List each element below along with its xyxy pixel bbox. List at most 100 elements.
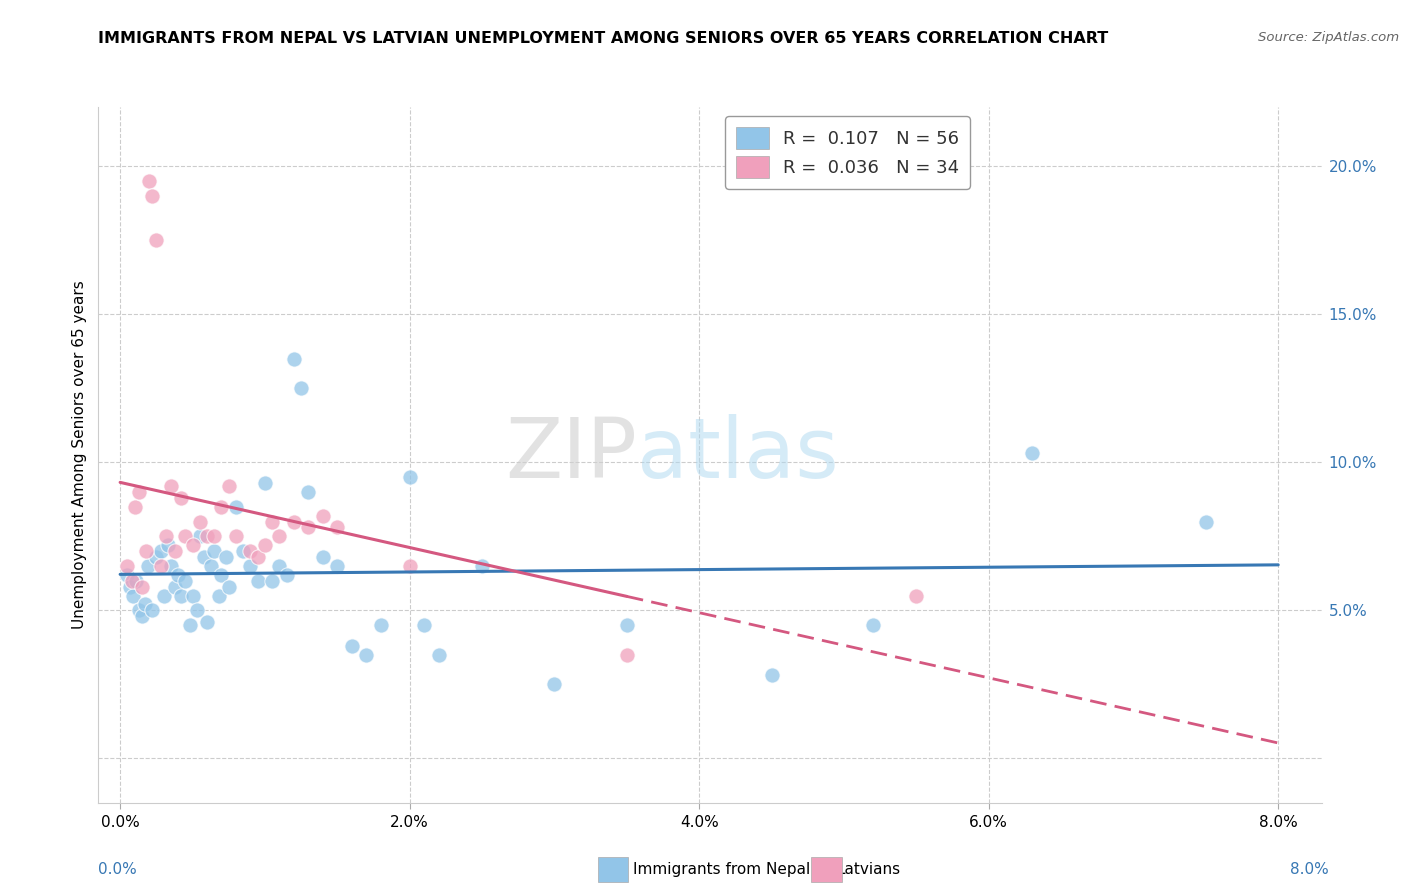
Point (312, 550, 335, 565)
Point (398, 470, 420, 484)
Point (145, 233, 167, 247)
Point (398, 558, 420, 573)
Point (186, 603, 208, 617)
Point (543, 677, 565, 691)
Point (131, 609, 153, 624)
Point (165, 544, 187, 558)
Point (181, 538, 204, 552)
Point (427, 648, 450, 662)
Point (290, 381, 312, 395)
Point (269, 529, 291, 543)
Point (207, 589, 229, 603)
Point (239, 558, 262, 573)
Point (246, 550, 269, 565)
Point (211, 567, 233, 582)
Point (128, 484, 150, 499)
Point (225, 529, 247, 543)
Point (155, 529, 177, 543)
Point (170, 589, 193, 603)
Point (165, 580, 187, 594)
Point (202, 529, 225, 543)
Point (200, 558, 222, 573)
Point (326, 520, 349, 534)
Y-axis label: Unemployment Among Seniors over 65 years: Unemployment Among Seniors over 65 years (72, 281, 87, 629)
Text: atlas: atlas (637, 415, 838, 495)
Point (225, 500, 247, 514)
Point (616, 648, 638, 662)
Point (136, 558, 159, 573)
Text: Immigrants from Nepal: Immigrants from Nepal (633, 863, 810, 877)
Point (471, 558, 494, 573)
Text: 8.0%: 8.0% (1289, 863, 1329, 877)
Point (149, 544, 172, 558)
Point (122, 589, 145, 603)
Point (167, 567, 190, 582)
Point (195, 615, 218, 630)
Point (188, 515, 211, 529)
Point (174, 574, 197, 588)
Point (170, 491, 193, 505)
Point (905, 589, 928, 603)
Text: 0.0%: 0.0% (98, 863, 138, 877)
Text: Source: ZipAtlas.com: Source: ZipAtlas.com (1258, 31, 1399, 45)
Point (135, 544, 157, 558)
Point (1195, 515, 1218, 529)
Point (145, 550, 167, 565)
Point (193, 550, 215, 565)
Point (283, 515, 305, 529)
Point (141, 603, 163, 617)
Text: Latvians: Latvians (837, 863, 901, 877)
Point (246, 574, 269, 588)
Point (340, 639, 363, 653)
Point (616, 618, 638, 632)
Point (156, 538, 179, 552)
Point (117, 567, 139, 582)
Point (262, 574, 284, 588)
Point (141, 189, 163, 203)
Point (253, 476, 276, 491)
Point (239, 544, 262, 558)
Point (138, 174, 160, 188)
Point (179, 618, 201, 632)
Point (354, 648, 377, 662)
Point (134, 598, 156, 612)
Point (326, 558, 349, 573)
Text: ZIP: ZIP (505, 415, 637, 495)
Point (218, 580, 240, 594)
Point (262, 515, 284, 529)
Point (1021, 446, 1043, 460)
Point (152, 589, 174, 603)
Point (297, 484, 319, 499)
Point (370, 618, 392, 632)
Point (121, 574, 143, 588)
Point (125, 574, 148, 588)
Text: IMMIGRANTS FROM NEPAL VS LATVIAN UNEMPLOYMENT AMONG SENIORS OVER 65 YEARS CORREL: IMMIGRANTS FROM NEPAL VS LATVIAN UNEMPLO… (98, 31, 1109, 46)
Point (159, 479, 181, 493)
Point (202, 544, 225, 558)
Point (276, 567, 298, 582)
Point (413, 618, 436, 632)
Point (761, 668, 783, 682)
Point (215, 550, 238, 565)
Point (283, 351, 305, 366)
Point (120, 580, 142, 594)
Point (862, 618, 884, 632)
Legend: R =  0.107   N = 56, R =  0.036   N = 34: R = 0.107 N = 56, R = 0.036 N = 34 (725, 116, 970, 189)
Point (149, 558, 172, 573)
Point (297, 520, 319, 534)
Point (269, 558, 291, 573)
Point (124, 500, 146, 514)
Point (211, 500, 233, 514)
Point (188, 529, 211, 543)
Point (312, 508, 335, 523)
Point (174, 529, 197, 543)
Point (117, 558, 139, 573)
Point (159, 558, 181, 573)
Point (181, 589, 204, 603)
Point (128, 603, 150, 617)
Point (218, 479, 240, 493)
Point (232, 544, 254, 558)
Point (195, 529, 218, 543)
Point (253, 538, 276, 552)
Point (131, 580, 153, 594)
